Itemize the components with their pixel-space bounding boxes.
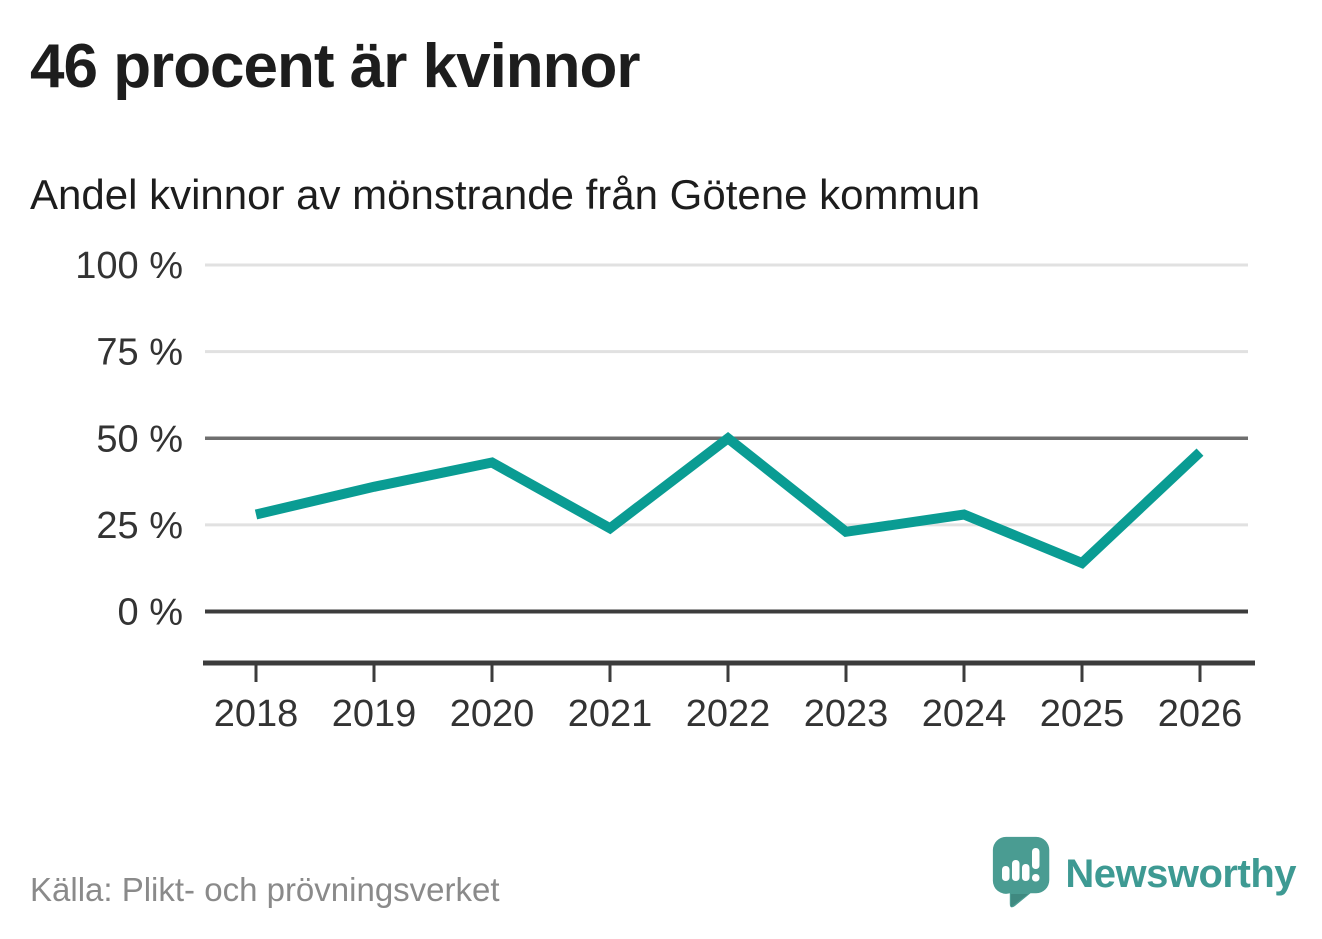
- x-axis-tick-label: 2018: [214, 693, 299, 735]
- x-axis-tick-label: 2024: [922, 693, 1007, 735]
- logo-fold-shade: [1011, 894, 1029, 907]
- line-chart: 0 % 25 % 50 % 75 % 100 % 2018 2019 2020 2021 2022…: [75, 245, 1255, 735]
- page-title: 46 procent är kvinnor: [30, 32, 641, 101]
- y-axis-tick-label: 75 %: [96, 332, 183, 374]
- y-axis-tick-label: 0 %: [118, 592, 183, 634]
- data-series-line: [254, 431, 1204, 569]
- brand-lockup: Newsworthy: [987, 835, 1296, 913]
- logo-bar-3: [1022, 864, 1030, 881]
- newsworthy-logo-icon: [993, 836, 1050, 908]
- x-axis-tick-label: 2026: [1158, 693, 1243, 735]
- logo-exclamation-dot: [1032, 874, 1040, 882]
- x-axis-tick-label: 2019: [332, 693, 417, 735]
- y-axis-tick-label: 50 %: [96, 418, 183, 460]
- brand-name: Newsworthy: [1065, 851, 1296, 896]
- logo-bar-2: [1012, 860, 1020, 881]
- y-axis-tick-label: 25 %: [96, 505, 183, 547]
- logo-exclamation-bar: [1032, 848, 1040, 869]
- x-axis-tick-label: 2025: [1040, 693, 1125, 735]
- logo-bar-1: [1002, 866, 1010, 881]
- x-axis-tick-label: 2020: [450, 693, 535, 735]
- y-axis-tick-label: 100 %: [75, 245, 183, 287]
- x-axis-tick-label: 2021: [568, 693, 653, 735]
- source-note: Källa: Plikt- och prövningsverket: [30, 871, 500, 908]
- x-axis-tick-label: 2022: [686, 693, 771, 735]
- chart-subtitle: Andel kvinnor av mönstrande från Götene …: [30, 171, 981, 218]
- x-axis-tick-label: 2023: [804, 693, 889, 735]
